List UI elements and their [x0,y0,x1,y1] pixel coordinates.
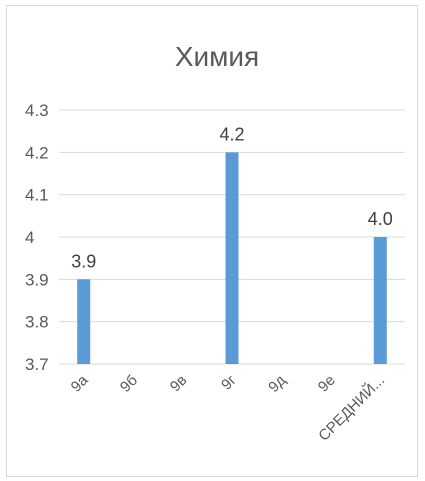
data-label: 4.2 [219,124,244,144]
category-labels: 9а 9б 9в 9г 9д 9еСРЕДНИЙ... [68,371,388,444]
y-tick-label: 4.2 [25,143,49,162]
y-tick-label: 3.8 [25,313,49,332]
data-label: 4.0 [368,209,393,229]
y-tick-label: 4 [25,228,34,247]
bar [77,279,91,364]
chart-title: Химия [175,41,259,72]
y-tick-labels: 3.7 3.8 3.9 4 4.1 4.2 4.3 [25,101,49,374]
bars [77,152,387,364]
y-tick-label: 4.1 [25,186,49,205]
category-label: 9а [68,371,92,395]
category-label: 9д [265,372,289,396]
category-label: 9в [167,372,191,396]
y-tick-label: 3.7 [25,355,49,374]
category-label: 9б [117,372,141,396]
y-tick-label: 3.9 [25,270,49,289]
data-labels: 3.9 4.2 4.0 [71,124,393,271]
bar [225,152,239,364]
y-tick-label: 4.3 [25,101,49,120]
category-label: 9е [315,372,339,396]
chart-frame [6,5,418,477]
bar [373,237,387,364]
data-label: 3.9 [71,251,96,271]
category-label: 9г [218,371,240,393]
